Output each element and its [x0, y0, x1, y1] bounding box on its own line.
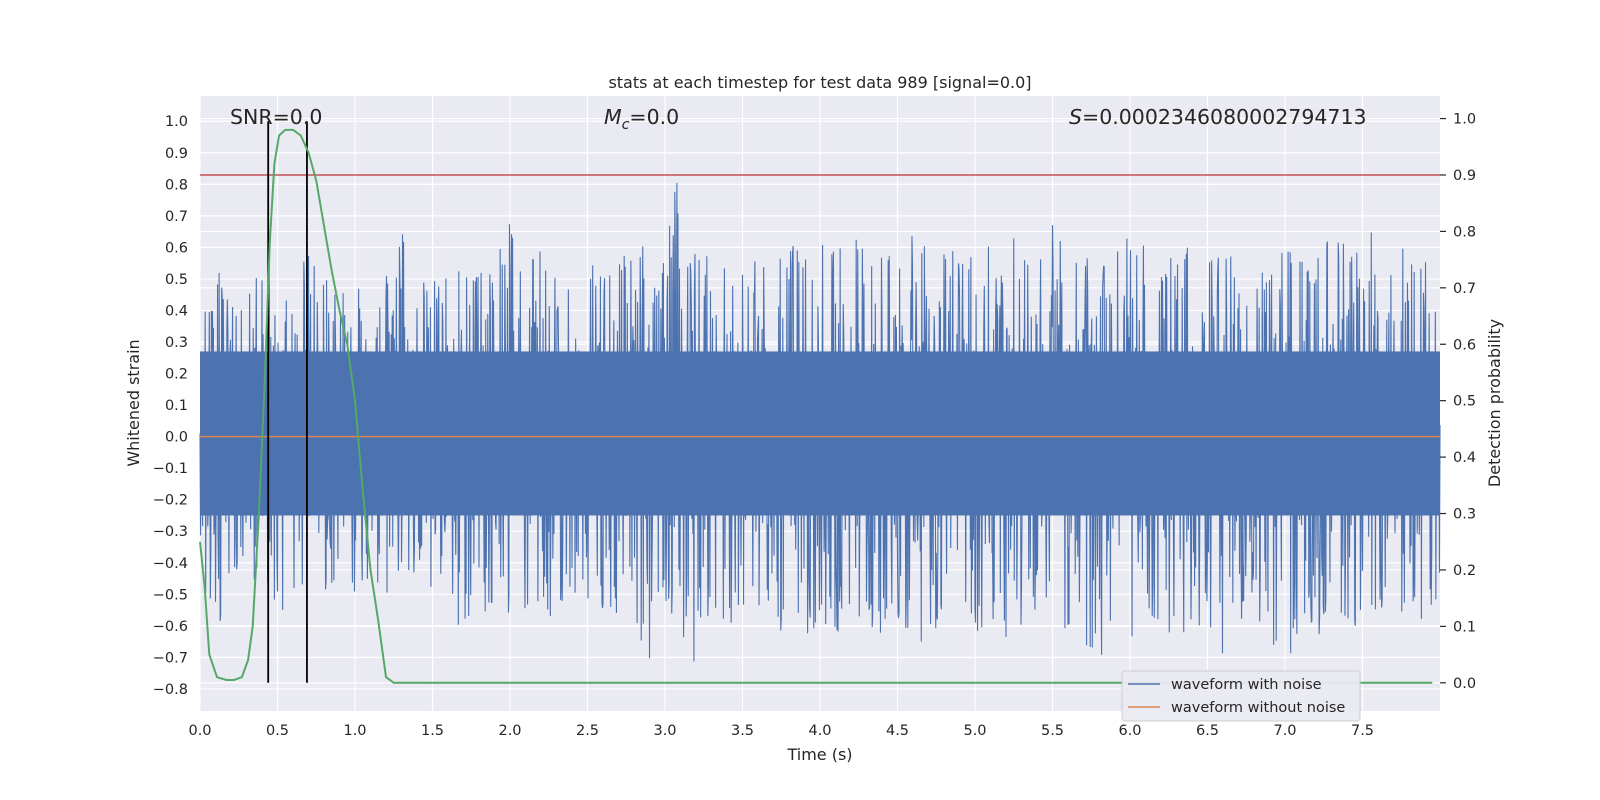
- y-right-tick-label-0: 0.0: [1453, 676, 1476, 692]
- legend-box: [1121, 670, 1361, 722]
- chirp-mass-annotation: Mc=0.0: [604, 105, 679, 133]
- x-tick-label-13: 6.5: [1196, 723, 1219, 739]
- chart-title: stats at each timestep for test data 989…: [608, 73, 1031, 92]
- y-right-tick-label-10: 1.0: [1453, 112, 1476, 128]
- y-tick-label-1: −0.7: [153, 650, 188, 666]
- y-right-tick-label-2: 0.2: [1453, 563, 1476, 579]
- y-tick-label-14: 0.6: [165, 240, 188, 256]
- y-right-tick-label-1: 0.1: [1453, 619, 1476, 635]
- s-annotation: S=0.0002346080002794713: [1069, 105, 1367, 129]
- y-tick-label-15: 0.7: [165, 209, 188, 225]
- overlay-lines: [200, 121, 1440, 683]
- y-tick-label-5: −0.3: [153, 524, 188, 540]
- y-tick-label-13: 0.5: [165, 272, 188, 288]
- x-tick-label-4: 2.0: [498, 723, 521, 739]
- y-tick-label-11: 0.3: [165, 335, 188, 351]
- x-tick-label-6: 3.0: [653, 723, 676, 739]
- x-tick-label-12: 6.0: [1118, 723, 1141, 739]
- y-right-tick-label-7: 0.7: [1453, 281, 1476, 297]
- y-tick-label-8: 0.0: [165, 430, 188, 446]
- legend: waveform with noise waveform without noi…: [1121, 670, 1361, 722]
- y-tick-label-2: −0.6: [153, 619, 188, 635]
- y-right-tick-label-4: 0.4: [1453, 450, 1476, 466]
- y-tick-label-17: 0.9: [165, 146, 188, 162]
- chirp-mass-symbol: M: [604, 105, 622, 129]
- x-tick-label-9: 4.5: [886, 723, 909, 739]
- x-tick-label-3: 1.5: [421, 723, 444, 739]
- y-tick-label-6: −0.2: [153, 493, 188, 509]
- x-axis-ticks: 0.0 0.5 1.0 1.5 2.0 2.5 3.0 3.5 4.0 4.5 5.0 5.5 6.0 6…: [188, 723, 1374, 739]
- y-right-tick-label-9: 0.9: [1453, 168, 1476, 184]
- y-tick-label-7: −0.1: [153, 461, 188, 477]
- x-tick-label-15: 7.5: [1351, 723, 1374, 739]
- legend-label-clean: waveform without noise: [1171, 700, 1345, 716]
- legend-label-noise: waveform with noise: [1171, 677, 1322, 693]
- y-axis-label: Whitened strain: [124, 339, 143, 466]
- x-tick-label-10: 5.0: [963, 723, 986, 739]
- noise-trace: [199, 182, 1441, 662]
- waveform-with-noise-series: [199, 182, 1441, 662]
- y-right-tick-label-3: 0.3: [1453, 507, 1476, 523]
- y-axis-right-label: Detection probability: [1485, 319, 1504, 487]
- y-tick-label-0: −0.8: [153, 682, 188, 698]
- x-tick-label-11: 5.5: [1041, 723, 1064, 739]
- y-tick-label-16: 0.8: [165, 177, 188, 193]
- probability-curve: [199, 128, 1433, 684]
- y-tick-label-4: −0.4: [153, 556, 188, 572]
- y-tick-label-18: 1.0: [165, 114, 188, 130]
- x-tick-label-1: 0.5: [266, 723, 289, 739]
- x-tick-label-2: 1.0: [343, 723, 366, 739]
- chirp-mass-value: =0.0: [629, 105, 679, 129]
- y-tick-label-12: 0.4: [165, 303, 188, 319]
- detection-probability-series: [199, 128, 1433, 684]
- snr-annotation: SNR=0.0: [230, 105, 322, 129]
- y-tick-label-3: −0.5: [153, 587, 188, 603]
- y-tick-label-9: 0.1: [165, 398, 188, 414]
- x-tick-label-7: 3.5: [731, 723, 754, 739]
- y-right-tick-label-6: 0.6: [1453, 337, 1476, 353]
- y-right-tick-label-5: 0.5: [1453, 394, 1476, 410]
- x-tick-label-0: 0.0: [188, 723, 211, 739]
- x-axis-label: Time (s): [786, 745, 852, 764]
- x-tick-label-14: 7.0: [1273, 723, 1296, 739]
- y-axis-right-ticks: 0.0 0.1 0.2 0.3 0.4 0.5 0.6 0.7 0.8 0.9 1.0: [1440, 112, 1476, 692]
- chirp-mass-subscript: c: [622, 117, 630, 133]
- x-tick-label-8: 4.0: [808, 723, 831, 739]
- s-value: =0.0002346080002794713: [1082, 105, 1367, 129]
- y-tick-label-10: 0.2: [165, 367, 188, 383]
- y-right-tick-label-8: 0.8: [1453, 224, 1476, 240]
- s-symbol: S: [1069, 105, 1082, 129]
- x-tick-label-5: 2.5: [576, 723, 599, 739]
- y-axis-ticks: −0.8 −0.7 −0.6 −0.5 −0.4 −0.3 −0.2 −0.1 0.0 0.1 0.…: [153, 114, 188, 698]
